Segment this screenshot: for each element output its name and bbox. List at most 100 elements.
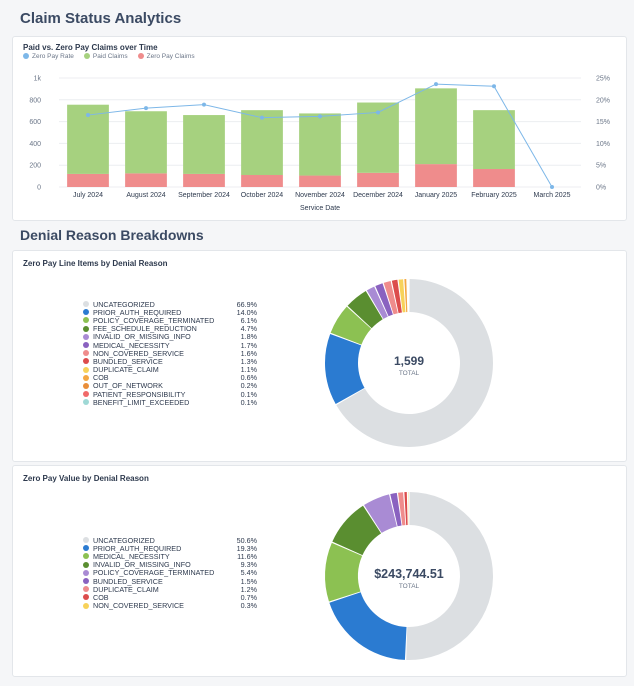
legend-percent: 19.3% — [236, 543, 257, 553]
legend-dot-icon — [83, 545, 89, 552]
donut1-legend: UNCATEGORIZED 66.9% PRIOR_AUTH_REQUIRED 14.… — [83, 300, 257, 407]
bar-paid — [473, 110, 515, 170]
rate-point — [434, 82, 438, 87]
legend-dot-icon — [83, 301, 89, 308]
legend-row[interactable]: PATIENT_RESPONSIBILITY 0.1% — [83, 389, 257, 399]
legend-label: POLICY_COVERAGE_TERMINATED — [93, 568, 215, 578]
legend-dot-icon — [83, 325, 89, 332]
legend-percent: 11.6% — [237, 551, 257, 561]
legend-row[interactable]: UNCATEGORIZED 50.6% — [83, 535, 257, 545]
bar-paid — [299, 113, 341, 176]
donut-slice — [325, 542, 363, 602]
bar-zero-pay — [67, 173, 109, 187]
x-tick-label: August 2024 — [126, 192, 165, 199]
legend-label: COB — [93, 592, 109, 602]
y-tick-label: 600 — [29, 119, 41, 126]
donut-slice — [406, 492, 494, 660]
x-tick-label: March 2025 — [534, 192, 571, 199]
legend-item-zero-pay-rate[interactable]: Zero Pay Rate — [23, 53, 74, 60]
y-tick-label: 800 — [29, 97, 41, 104]
legend-row[interactable]: COB 0.7% — [83, 592, 257, 602]
legend-dot-icon — [83, 586, 89, 593]
bar-chart-legend: Zero Pay Rate Paid Claims Zero Pay Claim… — [23, 53, 195, 60]
bar-zero-pay — [241, 175, 283, 187]
legend-row[interactable]: PRIOR_AUTH_REQUIRED 19.3% — [83, 543, 257, 553]
claims-over-time-card: Paid vs. Zero Pay Claims over Time Zero … — [12, 36, 627, 221]
legend-row[interactable]: BUNDLED_SERVICE 1.5% — [83, 576, 257, 586]
legend-row[interactable]: OUT_OF_NETWORK 0.2% — [83, 381, 257, 390]
donut-chart-value: $243,744.51 TOTAL — [325, 492, 494, 660]
legend-row[interactable]: MEDICAL_NECESSITY 11.6% — [83, 551, 257, 561]
legend-row[interactable]: INVALID_OR_MISSING_INFO 9.3% — [83, 560, 257, 570]
donut-total-value: $243,744.51 — [374, 567, 444, 581]
legend-dot-icon — [83, 309, 89, 316]
legend-dot-icon — [83, 333, 89, 340]
donut-slice — [329, 592, 407, 660]
y-tick-label: 0 — [37, 185, 41, 192]
legend-dot-icon — [83, 553, 89, 560]
legend-percent: 0.1% — [240, 389, 257, 399]
legend-row[interactable]: NON_COVERED_SERVICE 0.3% — [83, 601, 257, 611]
y-tick-label: 1k — [34, 76, 42, 83]
legend-row[interactable]: DUPLICATE_CLAIM 1.2% — [83, 584, 257, 594]
legend-row[interactable]: NON_COVERED_SERVICE 1.6% — [83, 349, 257, 358]
legend-label: POLICY_COVERAGE_TERMINATED — [93, 315, 215, 325]
bar-paid — [183, 115, 225, 174]
x-tick-label: July 2024 — [73, 192, 103, 199]
y-tick-label: 400 — [29, 141, 41, 148]
legend-row[interactable]: POLICY_COVERAGE_TERMINATED 5.4% — [83, 568, 257, 578]
legend-row[interactable]: FEE_SCHEDULE_REDUCTION 4.7% — [83, 324, 257, 334]
legend-label: NON_COVERED_SERVICE — [93, 601, 184, 611]
legend-label: BUNDLED_SERVICE — [93, 356, 163, 366]
x-tick-label: September 2024 — [178, 192, 230, 199]
legend-dot-icon — [23, 53, 29, 60]
legend-dot-icon — [83, 374, 89, 381]
legend-row[interactable]: BUNDLED_SERVICE 1.3% — [83, 356, 257, 366]
y-tick-label: 200 — [29, 163, 41, 170]
legend-label: DUPLICATE_CLAIM — [93, 365, 159, 375]
donut-slice — [375, 283, 393, 317]
legend-label: BUNDLED_SERVICE — [93, 576, 163, 586]
legend-percent: 50.6% — [236, 535, 257, 545]
legend-item-paid-claims[interactable]: Paid Claims — [83, 53, 128, 60]
y2-tick-label: 10% — [596, 141, 610, 148]
bar-chart-title: Paid vs. Zero Pay Claims over Time — [23, 43, 158, 52]
donut-slice — [398, 492, 406, 526]
rate-point — [492, 84, 496, 89]
value-donut-card: Zero Pay Value by Denial Reason UNCATEGO… — [12, 465, 627, 677]
section-title: Denial Reason Breakdowns — [20, 227, 204, 243]
legend-percent: 1.7% — [240, 340, 257, 350]
x-tick-label: October 2024 — [241, 192, 284, 199]
legend-label: PRIOR_AUTH_REQUIRED — [93, 307, 182, 317]
rate-point — [144, 106, 148, 111]
legend-row[interactable]: INVALID_OR_MISSING_INFO 1.8% — [83, 332, 257, 341]
y2-tick-label: 15% — [596, 119, 610, 126]
legend-row[interactable]: BENEFIT_LIMIT_EXCEEDED 0.1% — [83, 397, 257, 407]
legend-row[interactable]: POLICY_COVERAGE_TERMINATED 6.1% — [83, 315, 257, 325]
legend-row[interactable]: PRIOR_AUTH_REQUIRED 14.0% — [83, 307, 257, 317]
legend-percent: 1.1% — [240, 365, 257, 375]
legend-row[interactable]: UNCATEGORIZED 66.9% — [83, 300, 257, 309]
legend-percent: 5.4% — [240, 568, 257, 578]
legend-label: INVALID_OR_MISSING_INFO — [93, 560, 191, 570]
legend-label: FEE_SCHEDULE_REDUCTION — [93, 324, 197, 334]
donut-slice — [364, 494, 397, 533]
donut-total-label: TOTAL — [399, 370, 420, 377]
legend-label: DUPLICATE_CLAIM — [93, 584, 159, 594]
bar-paid — [125, 111, 167, 174]
donut-slice — [391, 279, 402, 314]
donut-total-value: 1,599 — [394, 354, 424, 368]
bar-zero-pay — [473, 169, 515, 187]
x-tick-label: January 2025 — [415, 192, 458, 199]
legend-dot-icon — [83, 578, 89, 585]
legend-row[interactable]: DUPLICATE_CLAIM 1.1% — [83, 365, 257, 375]
legend-item-zero-pay-claims[interactable]: Zero Pay Claims — [137, 53, 195, 60]
legend-dot-icon — [83, 399, 89, 406]
bar-paid — [415, 88, 457, 165]
bar-paid — [241, 110, 283, 176]
rate-point — [550, 185, 554, 189]
legend-row[interactable]: COB 0.6% — [83, 373, 257, 382]
bar-zero-pay — [415, 164, 457, 187]
legend-label: BENEFIT_LIMIT_EXCEEDED — [93, 397, 190, 407]
legend-row[interactable]: MEDICAL_NECESSITY 1.7% — [83, 340, 257, 350]
